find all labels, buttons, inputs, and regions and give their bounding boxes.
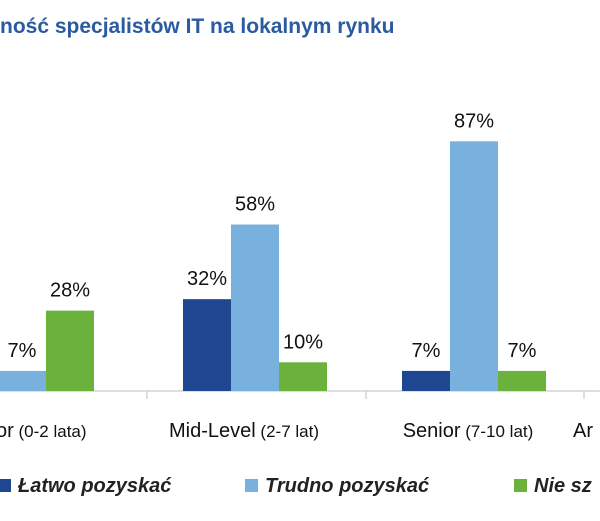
bar (498, 370, 546, 391)
data-label: 7% (508, 340, 537, 362)
data-labels: %32%7%7%58%87%28%10%7% (8, 110, 537, 362)
bars-layer (0, 141, 546, 391)
legend-item: Trudno pozyskać (245, 475, 430, 497)
data-label: 32% (187, 268, 227, 290)
bar (402, 370, 450, 391)
legend-item: Łatwo pozyskać (0, 475, 172, 497)
legend-swatch (514, 479, 527, 492)
category-label: Mid-Level (2-7 lat) (169, 420, 319, 442)
category-label: or (0-2 lata) (0, 420, 87, 442)
bar (231, 224, 279, 391)
legend-label: Nie sz (534, 475, 592, 497)
data-label: 10% (283, 331, 323, 353)
legend-label: Łatwo pozyskać (17, 475, 172, 497)
legend-item: Nie sz (514, 475, 592, 497)
legend-swatch (0, 479, 11, 492)
bar (279, 362, 327, 391)
category-label: Senior (7-10 lat) (403, 420, 534, 442)
data-label: 7% (8, 340, 37, 362)
data-label: 7% (412, 340, 441, 362)
bar (183, 299, 231, 391)
legend: Łatwo pozyskać Trudno pozyskać Nie sz (0, 475, 592, 497)
chart-title: ność specjalistów IT na lokalnym rynku (0, 15, 394, 38)
data-label: 28% (50, 280, 90, 302)
axis-layer (0, 390, 600, 399)
bar (450, 141, 498, 391)
legend-swatch (245, 479, 258, 492)
bar (46, 310, 94, 391)
legend-label: Trudno pozyskać (265, 475, 430, 497)
bar (0, 370, 46, 391)
data-label: 87% (454, 110, 494, 132)
category-label: Ar (573, 420, 593, 442)
category-labels: or (0-2 lata) Mid-Level (2-7 lat) Senior (… (0, 420, 593, 442)
data-label: 58% (235, 194, 275, 216)
